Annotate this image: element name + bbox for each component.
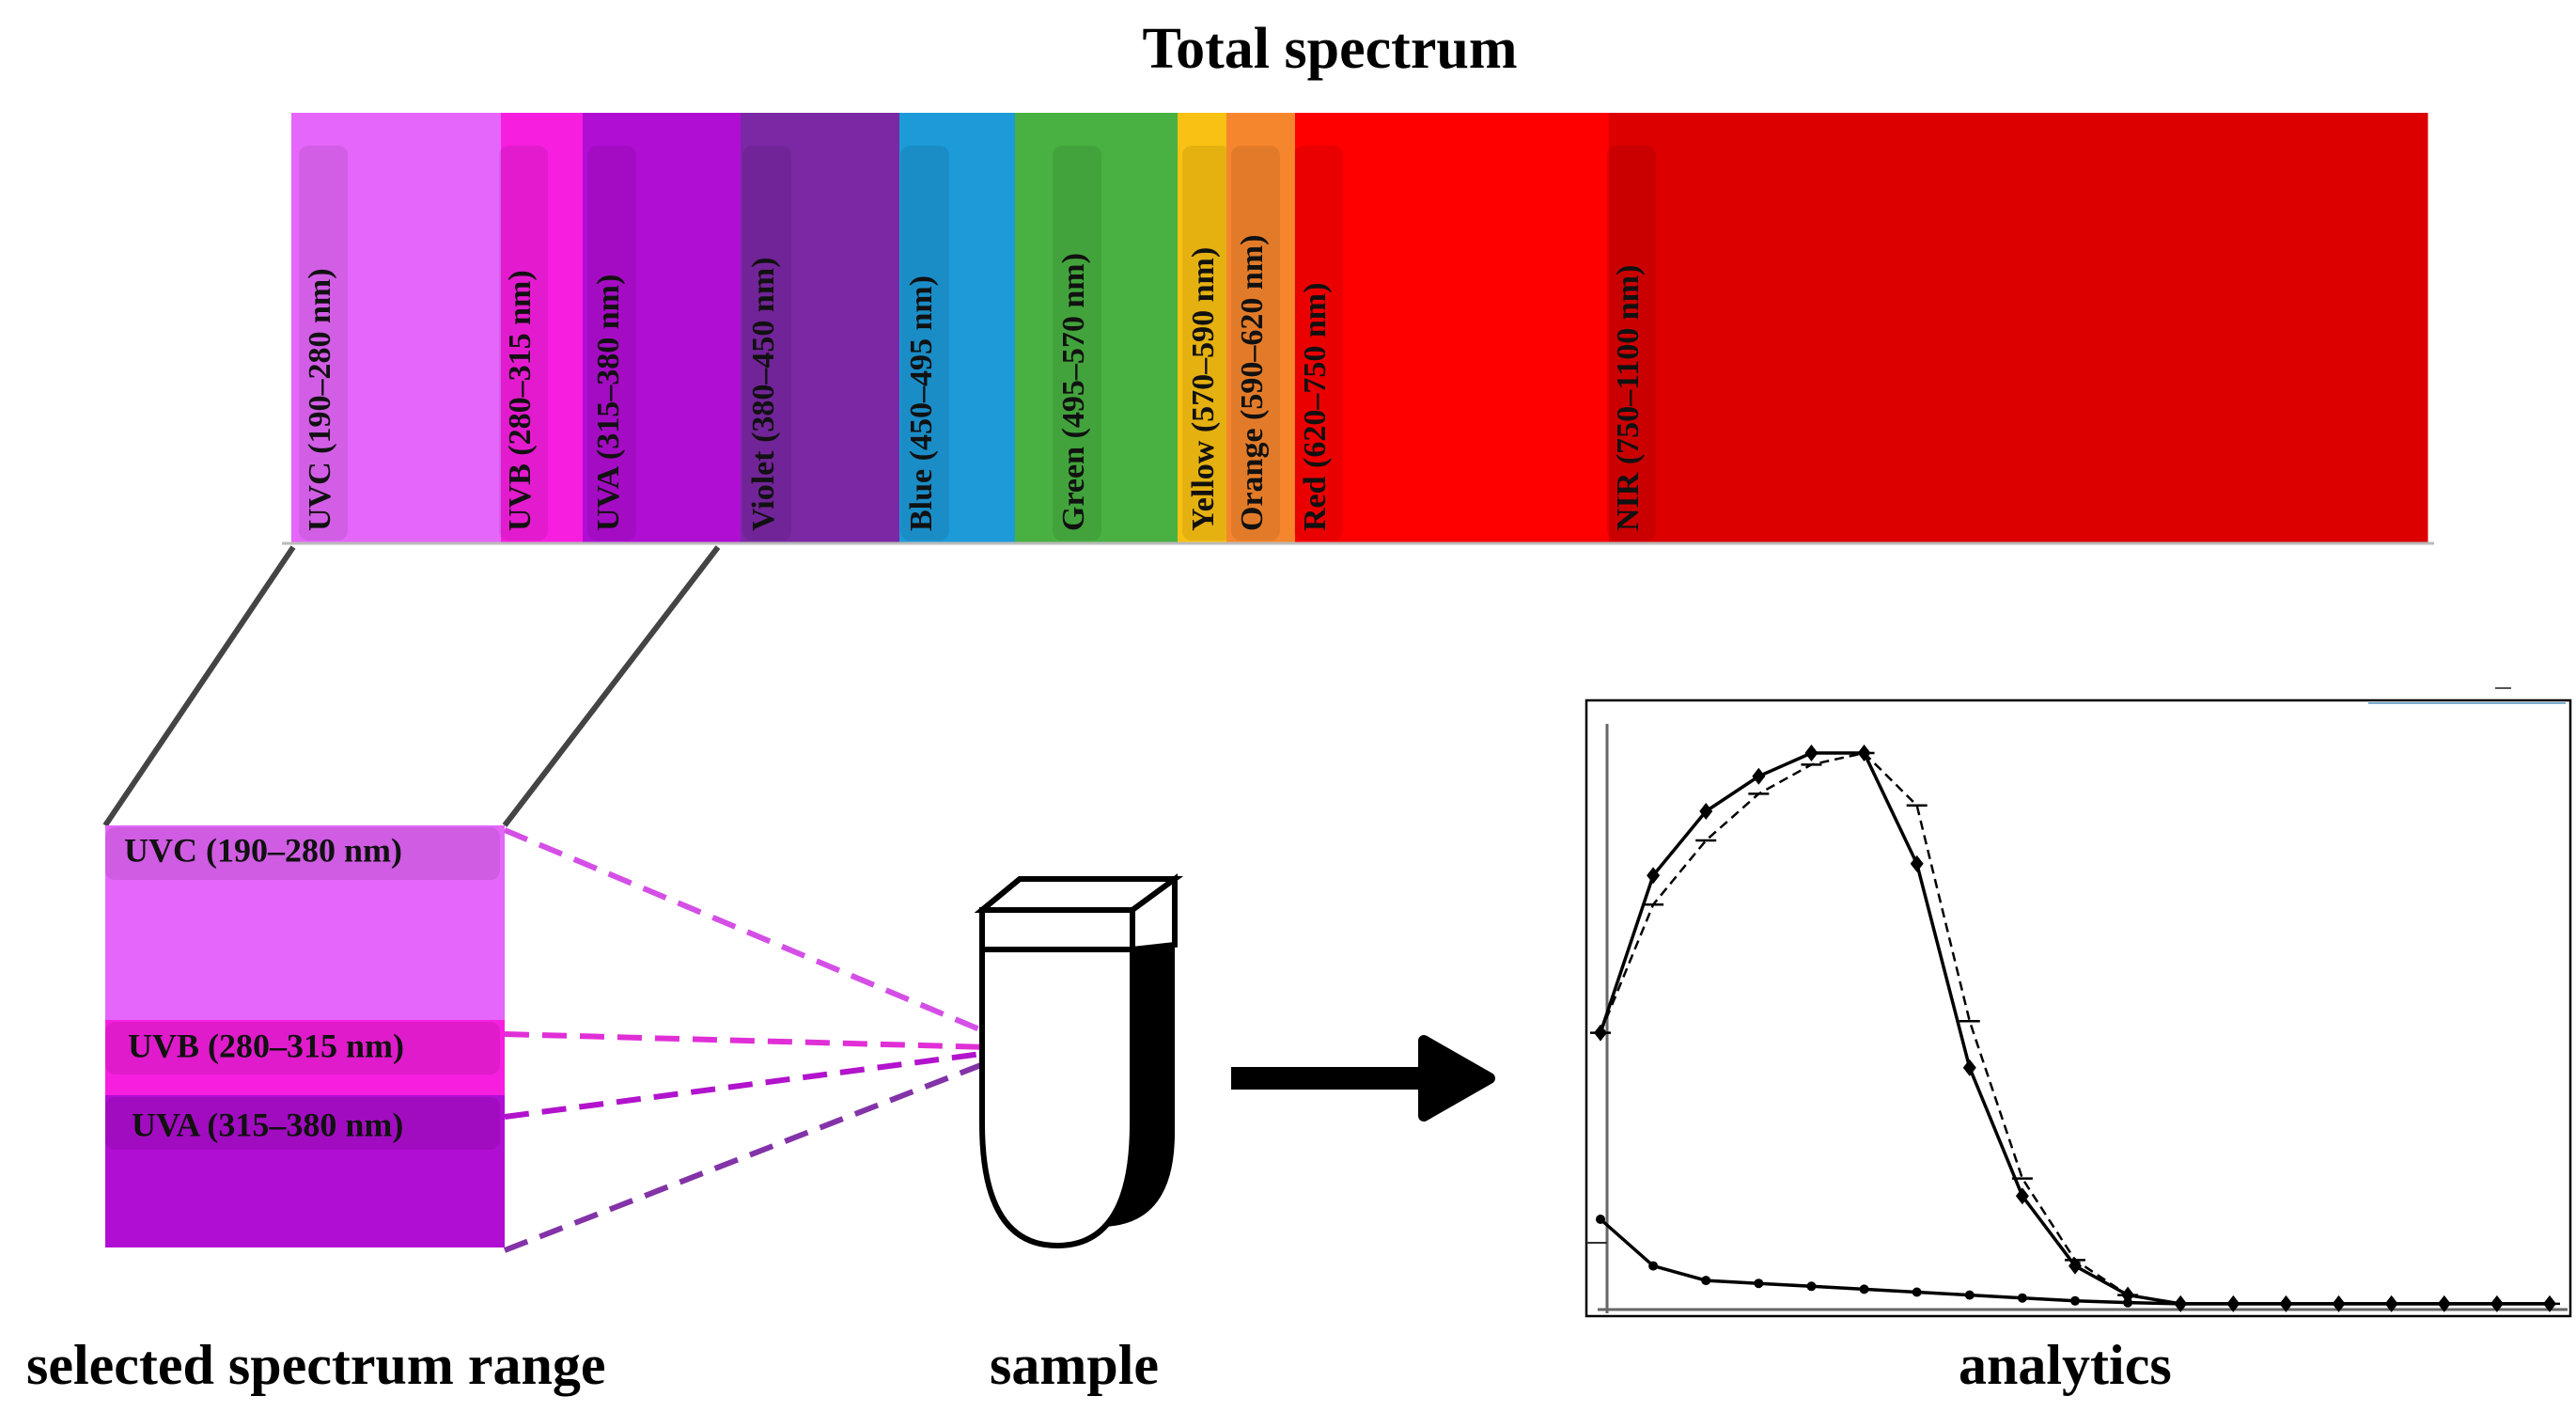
analytics-chart (1585, 687, 2572, 1318)
series-1-point-2 (1647, 867, 1661, 885)
band-yellow (1178, 113, 1227, 543)
band-nir (1609, 113, 2428, 543)
band-violet (741, 113, 900, 543)
series-3-point-9 (2017, 1293, 2027, 1303)
series-3-point-12 (2176, 1298, 2186, 1309)
band-label-blue: Blue (450–495 nm) (904, 275, 939, 531)
series-1-point-3 (1699, 803, 1713, 820)
series-3-point-3 (1701, 1276, 1711, 1286)
diagram-title: Total spectrum (1143, 17, 1518, 81)
band-label-red: Red (620–750 nm) (1298, 283, 1333, 531)
series-3-point-1 (1596, 1215, 1605, 1224)
series-3-point-19 (2545, 1298, 2554, 1309)
band-blue (899, 113, 1016, 543)
series-3-point-18 (2491, 1298, 2502, 1309)
band-label-green: Green (495–570 nm) (1056, 253, 1091, 531)
sample-cuvette (974, 873, 1184, 1249)
band-label-pill-uva (587, 146, 636, 541)
ray-uvb (504, 1031, 1025, 1051)
selected-label-pill-uvb (105, 1022, 500, 1075)
cuvette-cap-side (1130, 873, 1178, 953)
series-1-point-7 (1910, 855, 1924, 872)
series-1-point-9 (2015, 1187, 2029, 1205)
series-3-point-11 (2123, 1297, 2133, 1308)
band-uva (583, 113, 742, 543)
flow-arrow (1231, 1035, 1495, 1122)
series-3-point-2 (1648, 1261, 1659, 1271)
band-label-pill-blue (900, 146, 949, 541)
band-label-pill-uvc (299, 146, 348, 541)
band-label-orange: Orange (590–620 nm) (1235, 235, 1270, 531)
caption-selected-spectrum: selected spectrum range (26, 1334, 606, 1396)
series-3-point-4 (1754, 1279, 1764, 1289)
band-label-pill-red (1294, 146, 1343, 541)
chart-frame (1585, 698, 2572, 1318)
selected-band-uva (105, 1095, 505, 1247)
series-3-point-6 (1859, 1284, 1869, 1294)
band-label-pill-nir (1607, 146, 1656, 541)
ray-uvc-top (503, 827, 1026, 1051)
band-orange (1226, 113, 1296, 543)
band-uvc (291, 113, 502, 543)
selected-band-uvb (105, 1020, 505, 1095)
series-3-point-13 (2228, 1298, 2239, 1309)
series-3-point-14 (2281, 1298, 2291, 1309)
light-rays (503, 827, 1026, 1253)
zoom-line-right (502, 545, 721, 827)
ray-uva (504, 1045, 1025, 1120)
band-label-uvb: UVB (280–315 nm) (503, 270, 538, 531)
chart-series-group (1590, 745, 2560, 1312)
cuvette-body (979, 947, 1135, 1249)
band-uvb (501, 113, 584, 543)
series-1-point-5 (1804, 745, 1819, 761)
series-3-point-10 (2070, 1295, 2080, 1306)
band-label-uvc: UVC (190–280 nm) (303, 268, 337, 531)
band-label-pill-violet (742, 146, 791, 541)
series-3-point-7 (1912, 1287, 1922, 1297)
series-1-point-4 (1752, 767, 1766, 785)
selected-label-pill-uvc (105, 827, 500, 880)
series-3-point-5 (1806, 1281, 1817, 1292)
selected-band-uvc (105, 825, 505, 1020)
selected-label-pill-uva (105, 1097, 500, 1150)
ray-bottom (503, 1045, 1026, 1253)
series-3-point-17 (2439, 1298, 2449, 1309)
series-3-point-8 (1964, 1290, 1975, 1300)
total-spectrum-bar: UVC (190–280 nm) UVB (280–315 nm) UVA (315… (282, 113, 2434, 545)
series-3-point-15 (2334, 1298, 2344, 1309)
selected-label-uvb: UVB (280–315 nm) (128, 1027, 404, 1064)
caption-sample: sample (990, 1334, 1159, 1396)
band-label-nir: NIR (750–1100 nm) (1611, 265, 1646, 531)
series-1-point-8 (1962, 1059, 1976, 1076)
cuvette-cap-front (979, 907, 1135, 952)
band-label-uva: UVA (315–380 nm) (591, 275, 626, 531)
band-label-pill-orange (1231, 146, 1280, 541)
band-label-yellow: Yellow (570–590 nm) (1186, 247, 1221, 531)
caption-analytics: analytics (1959, 1334, 2172, 1396)
band-label-violet: Violet (380–450 nm) (746, 258, 781, 531)
band-label-pill-green (1053, 146, 1101, 541)
selected-label-uvc: UVC (190–280 nm) (124, 831, 402, 869)
band-label-pill-uvb (499, 146, 548, 541)
band-label-pill-yellow (1182, 146, 1231, 541)
selected-label-uva: UVA (315–380 nm) (132, 1106, 403, 1143)
series-3-point-16 (2386, 1298, 2396, 1309)
arrow-head (1418, 1035, 1495, 1122)
band-green (1015, 113, 1179, 543)
selected-spectrum-box: UVC (190–280 nm) UVB (280–315 nm) UVA (315… (105, 825, 505, 1247)
zoom-line-left (102, 545, 296, 827)
band-red (1295, 113, 1610, 543)
